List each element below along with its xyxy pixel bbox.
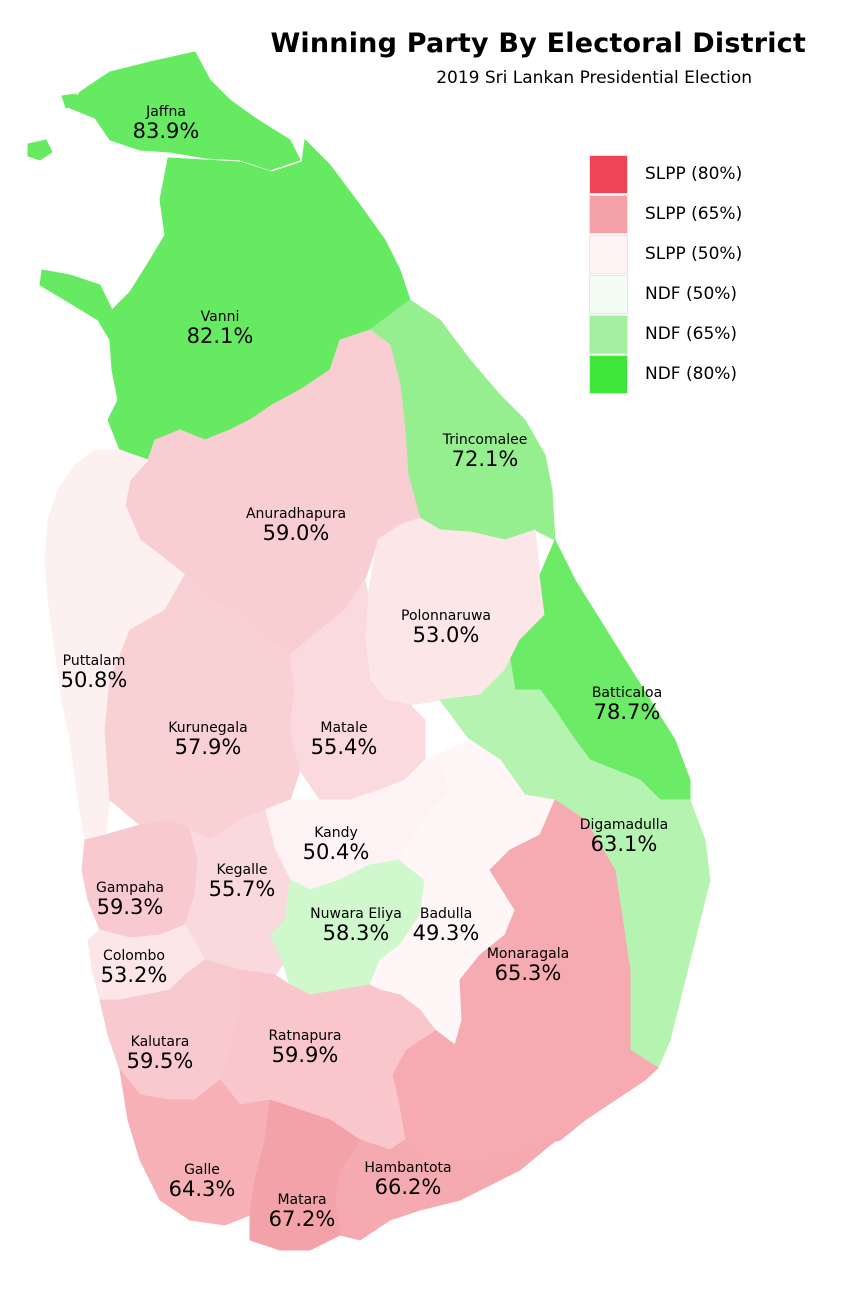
district-percent: 53.0% [412, 623, 480, 647]
district-region-jaffna-islet [27, 139, 53, 161]
district-percent: 53.2% [100, 963, 168, 987]
district-name: Galle [184, 1162, 220, 1178]
district-name: Badulla [419, 906, 473, 922]
district-percent: 59.9% [271, 1043, 339, 1067]
district-name: Ratnapura [268, 1028, 342, 1044]
district-name: Kandy [314, 825, 358, 841]
district-label-batticaloa: Batticaloa 78.7% [592, 685, 662, 723]
district-label-kurunegala: Kurunegala 57.9% [168, 720, 247, 758]
legend-swatch [589, 315, 628, 354]
district-percent: 59.5% [126, 1049, 194, 1073]
district-percent: 72.1% [451, 447, 519, 471]
district-label-galle: Galle 64.3% [169, 1162, 236, 1200]
map-subtitle: 2019 Sri Lankan Presidential Election [436, 68, 752, 88]
district-name: Polonnaruwa [401, 608, 491, 624]
district-percent: 78.7% [593, 700, 661, 724]
district-label-hambantota: Hambantota 66.2% [364, 1160, 451, 1198]
district-percent: 55.4% [310, 735, 378, 759]
legend-label: NDF (80%) [645, 364, 738, 384]
district-percent: 82.1% [186, 324, 254, 348]
legend-label: SLPP (50%) [645, 244, 743, 264]
district-name: Batticaloa [591, 685, 663, 701]
legend-label: NDF (65%) [645, 324, 738, 344]
district-percent: 57.9% [174, 735, 242, 759]
district-name: Colombo [103, 948, 165, 964]
district-label-nuwara-eliya: Nuwara Eliya 58.3% [310, 906, 402, 944]
legend-label: NDF (50%) [645, 284, 738, 304]
district-percent: 67.2% [268, 1207, 336, 1231]
district-label-gampaha: Gampaha 59.3% [96, 880, 164, 918]
district-label-monaragala: Monaragala 65.3% [487, 946, 569, 984]
legend-swatch [589, 275, 628, 314]
district-percent: 66.2% [374, 1175, 442, 1199]
district-percent: 50.4% [302, 840, 370, 864]
legend-swatch [589, 235, 628, 274]
district-region-jaffna [69, 51, 301, 171]
district-label-digamadulla: Digamadulla 63.1% [580, 817, 668, 855]
district-name: Gampaha [96, 880, 164, 896]
district-label-kegalle: Kegalle 55.7% [209, 862, 276, 900]
legend-swatch [589, 355, 628, 394]
district-label-colombo: Colombo 53.2% [101, 948, 168, 986]
district-name: Puttalam [62, 653, 126, 669]
legend-label: SLPP (65%) [645, 204, 743, 224]
district-label-trincomalee: Trincomalee 72.1% [443, 432, 528, 470]
district-label-anuradhapura: Anuradhapura 59.0% [246, 506, 346, 544]
district-percent: 58.3% [322, 921, 390, 945]
district-name: Kegalle [216, 862, 268, 878]
district-percent: 83.9% [132, 119, 200, 143]
district-label-ratnapura: Ratnapura 59.9% [268, 1028, 341, 1066]
legend-label: SLPP (80%) [645, 164, 743, 184]
district-label-badulla: Badulla 49.3% [413, 906, 480, 944]
district-name: Jaffna [146, 104, 186, 120]
district-label-matara: Matara 67.2% [269, 1192, 336, 1230]
district-region-jaffna-islet [61, 93, 81, 109]
district-name: Hambantota [364, 1160, 452, 1176]
district-label-polonnaruwa: Polonnaruwa 53.0% [401, 608, 491, 646]
district-name: Nuwara Eliya [310, 906, 402, 922]
map-title: Winning Party By Electoral District [270, 28, 806, 59]
district-name: Monaragala [486, 946, 570, 962]
district-label-kalutara: Kalutara 59.5% [127, 1034, 194, 1072]
district-label-matale: Matale 55.4% [311, 720, 378, 758]
district-percent: 64.3% [168, 1177, 236, 1201]
district-name: Trincomalee [442, 432, 528, 448]
district-percent: 63.1% [590, 832, 658, 856]
district-label-kandy: Kandy 50.4% [303, 825, 370, 863]
district-name: Kurunegala [168, 720, 248, 736]
legend-swatch [589, 155, 628, 194]
district-name: Matara [277, 1192, 327, 1208]
district-percent: 59.0% [262, 521, 330, 545]
district-name: Matale [320, 720, 368, 736]
legend-swatch [589, 195, 628, 234]
district-name: Kalutara [130, 1034, 190, 1050]
district-name: Anuradhapura [245, 506, 347, 522]
district-label-jaffna: Jaffna 83.9% [133, 104, 200, 142]
district-region-matale [289, 578, 426, 801]
district-percent: 50.8% [60, 668, 128, 692]
district-percent: 65.3% [494, 961, 562, 985]
district-region-gampaha [81, 819, 199, 939]
district-percent: 59.3% [96, 895, 164, 919]
district-label-puttalam: Puttalam 50.8% [61, 653, 128, 691]
district-percent: 49.3% [412, 921, 480, 945]
district-name: Vanni [200, 309, 240, 325]
district-percent: 55.7% [208, 877, 276, 901]
district-name: Digamadulla [579, 817, 669, 833]
district-region-matara [249, 1099, 361, 1251]
district-label-vanni: Vanni 82.1% [187, 309, 254, 347]
